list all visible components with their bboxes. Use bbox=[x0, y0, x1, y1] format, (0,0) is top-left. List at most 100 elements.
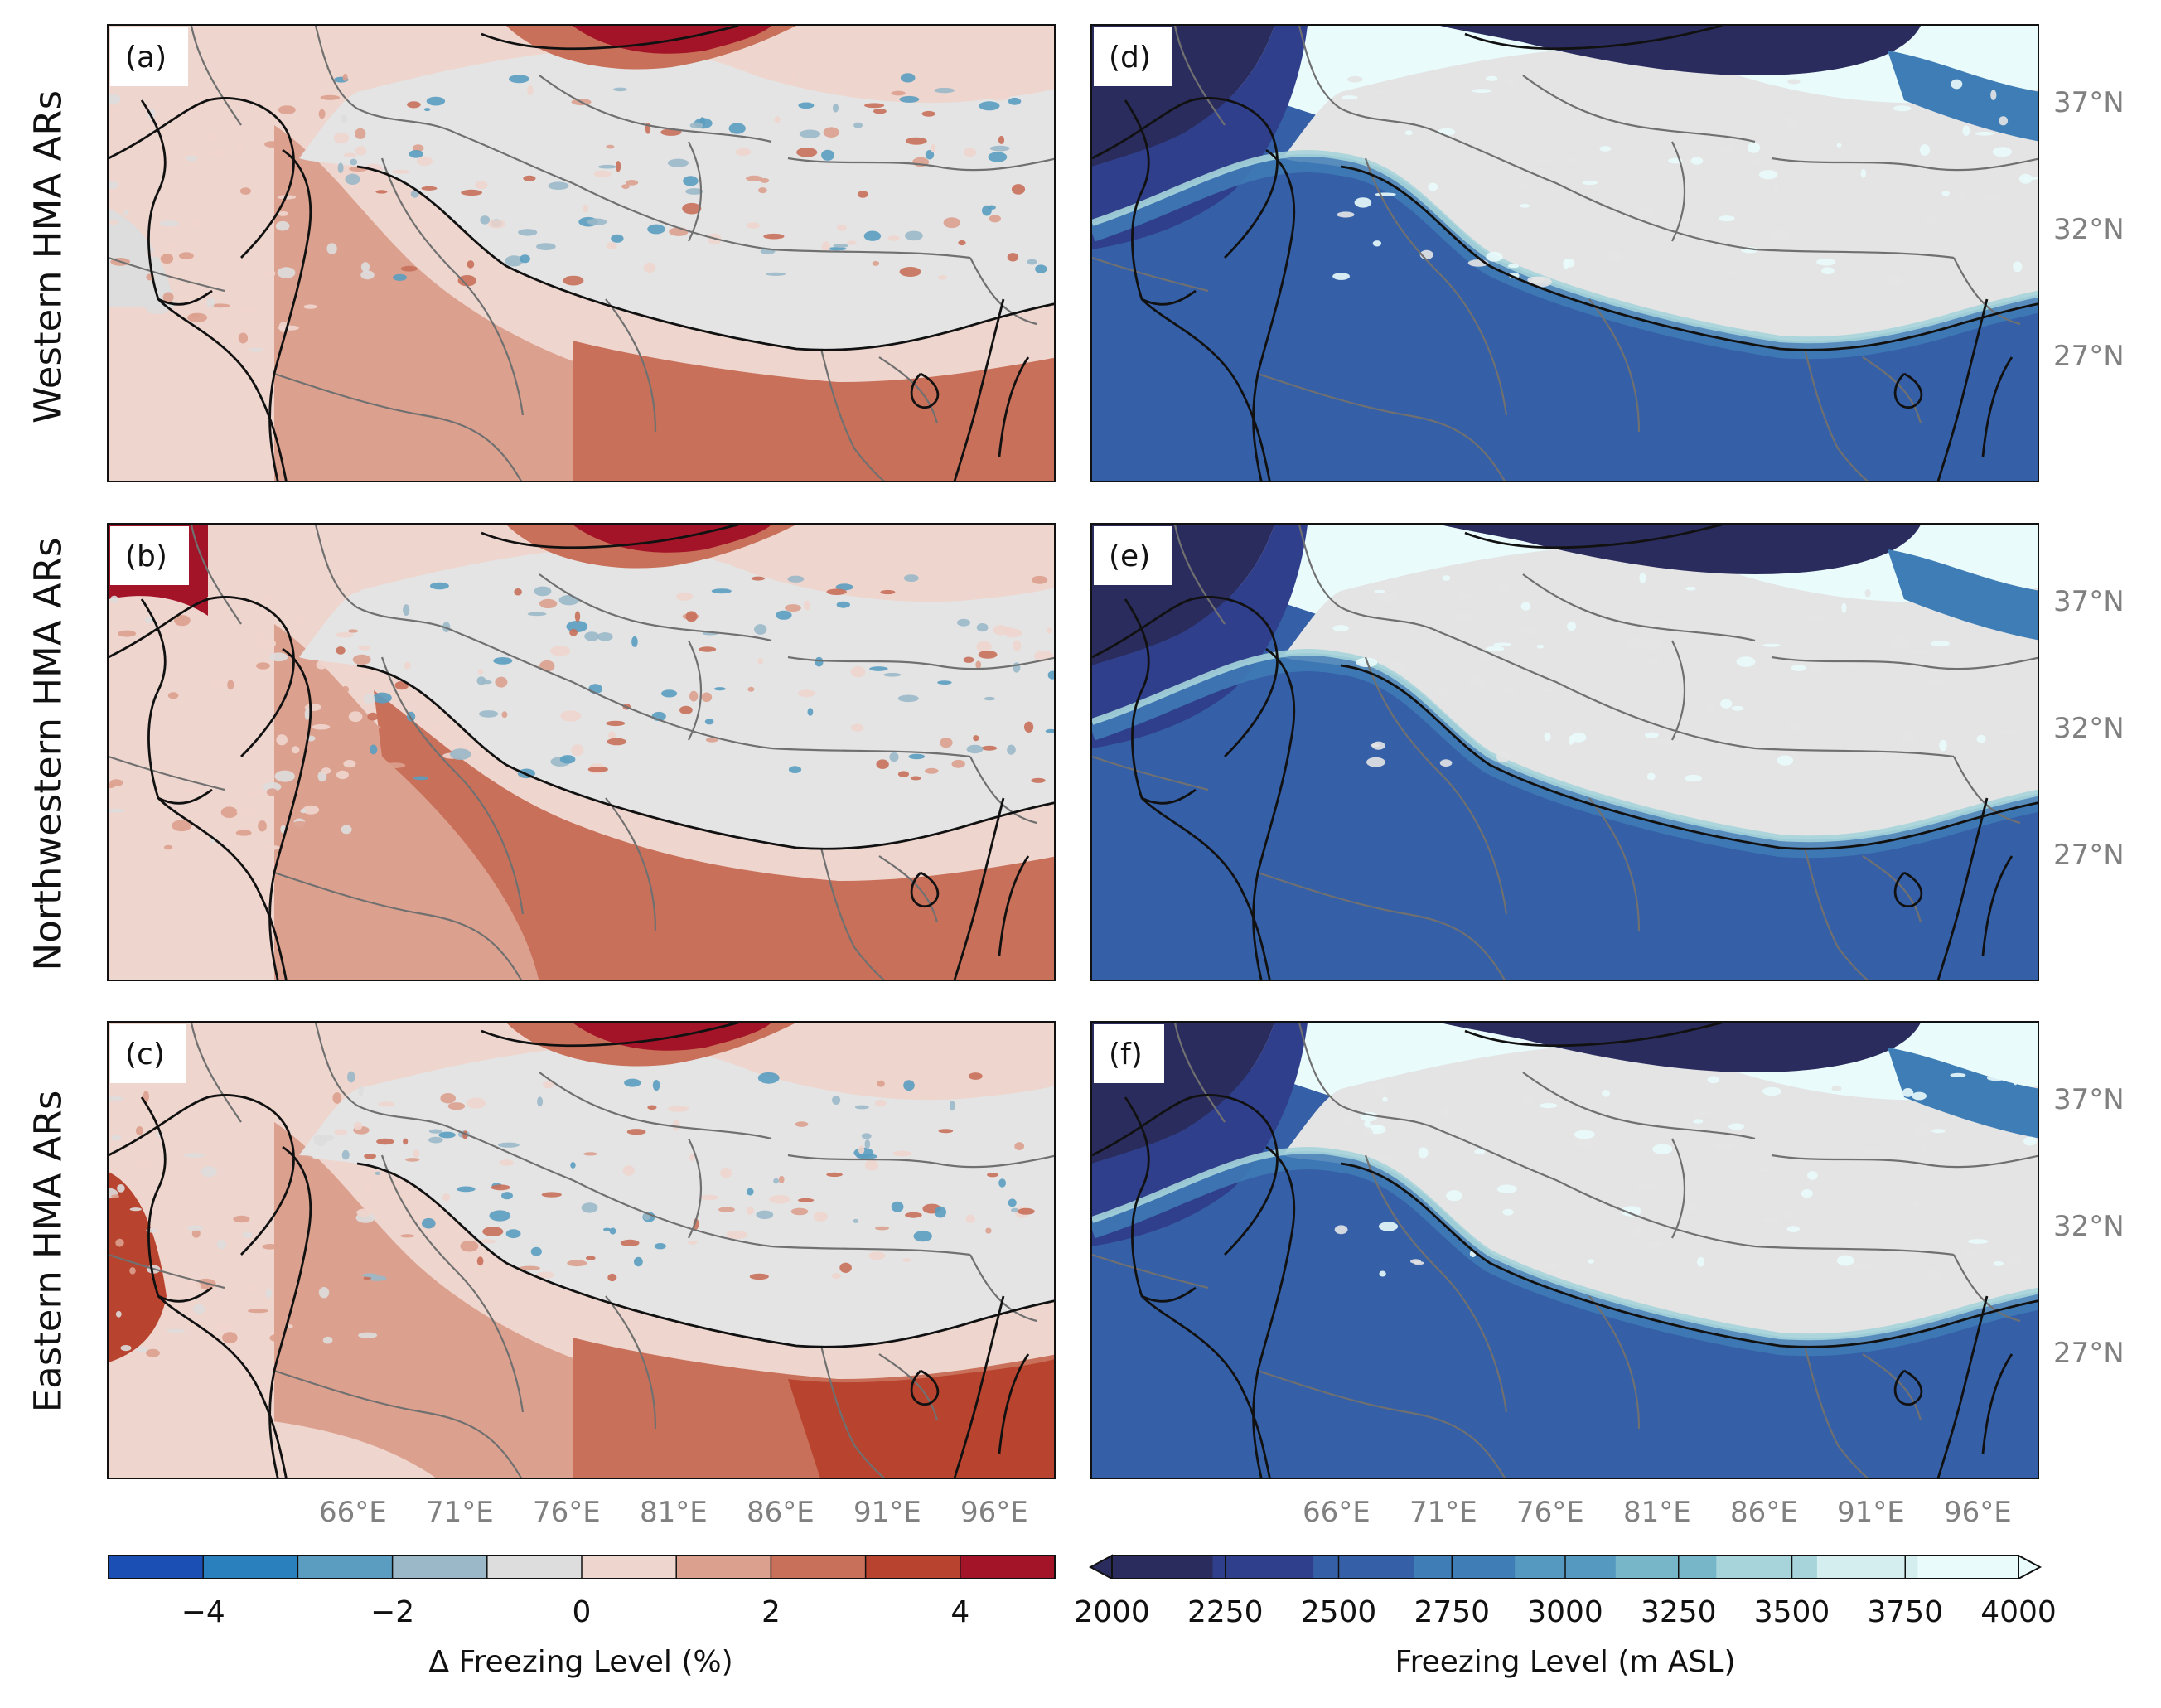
region-tarim-cold bbox=[1440, 525, 1921, 574]
map-speckle bbox=[797, 1198, 815, 1202]
map-speckle bbox=[963, 148, 977, 157]
map-speckle bbox=[847, 240, 857, 245]
map-speckle bbox=[675, 592, 694, 601]
himalaya-edge-inner bbox=[1092, 150, 2038, 344]
region-plateau bbox=[1283, 546, 2038, 849]
coastline bbox=[140, 1096, 288, 1478]
map-speckle bbox=[343, 1214, 350, 1223]
map-speckle bbox=[210, 303, 230, 308]
map-speckle bbox=[479, 710, 499, 718]
map-speckle bbox=[587, 218, 607, 225]
map-speckle bbox=[1496, 1184, 1517, 1194]
map-speckle bbox=[1539, 1103, 1558, 1109]
colorbar-tick-label: 4 bbox=[950, 1595, 970, 1629]
map-speckle bbox=[903, 1080, 915, 1091]
map-speckle bbox=[1941, 191, 1950, 196]
coastline bbox=[1981, 1353, 2014, 1454]
coastline bbox=[140, 99, 288, 481]
map-speckle bbox=[934, 87, 955, 94]
map-speckle bbox=[1442, 575, 1451, 581]
map-speckle bbox=[230, 162, 235, 167]
map-speckle bbox=[220, 806, 238, 818]
map-speckle bbox=[726, 1230, 748, 1240]
map-speckle bbox=[836, 224, 847, 231]
map-speckle bbox=[1446, 1190, 1462, 1202]
map-speckle bbox=[432, 723, 439, 734]
map-speckle bbox=[495, 676, 508, 688]
map-speckle bbox=[413, 1149, 420, 1158]
lat-tick-label: 37°N bbox=[2053, 1083, 2125, 1116]
map-speckle bbox=[428, 1136, 443, 1144]
map-speckle bbox=[1627, 637, 1645, 649]
map-speckle bbox=[407, 101, 421, 109]
map-speckle bbox=[1493, 642, 1511, 646]
map-speckle bbox=[1754, 1169, 1776, 1173]
panel-f: (f) bbox=[1090, 1021, 2039, 1479]
colorbar-segment bbox=[1816, 1556, 1919, 1579]
map-speckle bbox=[1931, 641, 1950, 647]
map-speckle bbox=[940, 737, 953, 748]
map-speckle bbox=[609, 1227, 616, 1235]
country-border bbox=[314, 26, 457, 134]
map-speckle bbox=[334, 1129, 347, 1135]
map-speckle bbox=[1987, 1075, 2005, 1081]
map-speckle bbox=[537, 1271, 555, 1279]
map-speckle bbox=[335, 631, 354, 638]
map-speckle bbox=[276, 734, 288, 746]
map-speckle bbox=[689, 122, 703, 128]
country-border bbox=[1522, 573, 1756, 642]
map-speckle bbox=[350, 158, 358, 166]
map-speckle bbox=[393, 273, 407, 281]
map-speckle bbox=[499, 1159, 515, 1166]
map-speckle bbox=[1853, 1262, 1874, 1272]
map-speckle bbox=[1807, 1171, 1818, 1180]
map-speckle bbox=[647, 1105, 657, 1110]
map-speckle bbox=[133, 1159, 153, 1169]
map-speckle bbox=[787, 575, 805, 583]
map-speckle bbox=[815, 656, 824, 667]
map-speckle bbox=[491, 1184, 510, 1191]
country-border bbox=[1953, 756, 2021, 825]
map-speckle bbox=[583, 1152, 597, 1156]
map-speckle bbox=[667, 1106, 689, 1112]
map-speckle bbox=[1786, 1226, 1800, 1232]
map-speckle bbox=[1975, 132, 1994, 136]
map-speckle bbox=[1004, 626, 1013, 633]
map-speckle bbox=[713, 687, 726, 691]
map-speckle bbox=[574, 611, 581, 622]
map-speckle bbox=[757, 657, 763, 665]
map-speckle bbox=[1767, 230, 1789, 242]
map-speckle bbox=[1645, 1241, 1664, 1249]
map-speckle bbox=[287, 1324, 293, 1328]
map-speckle bbox=[501, 711, 508, 719]
map-speckle bbox=[346, 235, 362, 240]
map-speckle bbox=[109, 94, 121, 105]
map-speckle bbox=[621, 184, 630, 190]
coastline bbox=[953, 797, 1005, 980]
map-speckle bbox=[1438, 128, 1456, 136]
map-speckle bbox=[1951, 79, 1963, 90]
map-speckle bbox=[711, 588, 732, 594]
map-speckle bbox=[118, 630, 137, 637]
map-speckle bbox=[252, 630, 266, 638]
map-speckle bbox=[183, 1153, 205, 1158]
map-speckle bbox=[460, 1240, 479, 1252]
country-border bbox=[969, 756, 1037, 825]
map-speckle bbox=[900, 73, 916, 83]
map-speckle bbox=[571, 744, 584, 757]
map-speckle bbox=[1639, 572, 1646, 584]
map-speckle bbox=[1011, 1207, 1019, 1212]
map-speckle bbox=[891, 1201, 904, 1212]
map-speckle bbox=[1652, 1144, 1673, 1154]
country-border bbox=[190, 26, 242, 126]
map-speckle bbox=[274, 770, 295, 782]
map-speckle bbox=[913, 1231, 932, 1242]
map-speckle bbox=[807, 708, 814, 716]
map-speckle bbox=[797, 689, 815, 698]
coastline bbox=[910, 871, 940, 907]
map-speckle bbox=[989, 90, 1011, 101]
lon-tick-label: 66°E bbox=[1303, 1496, 1371, 1529]
map-speckle bbox=[863, 230, 882, 241]
lon-tick-label: 86°E bbox=[1730, 1496, 1798, 1529]
map-speckle bbox=[262, 1244, 278, 1250]
